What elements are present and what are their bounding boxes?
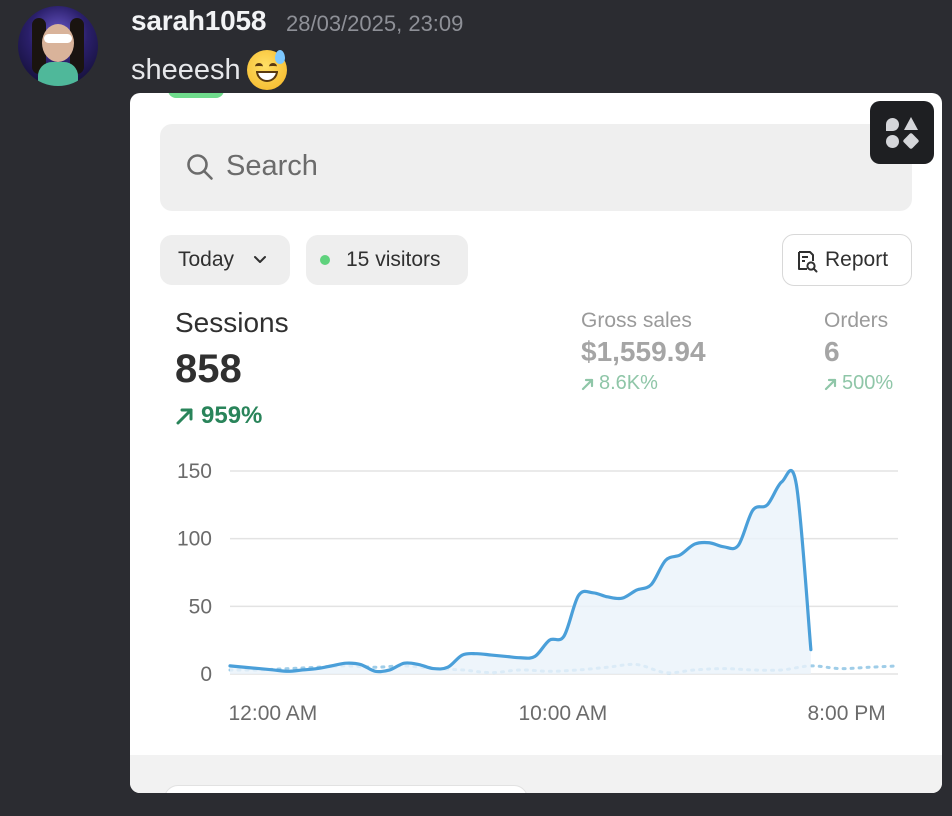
x-tick-label: 10:00 AM: [519, 702, 608, 725]
username[interactable]: sarah1058: [131, 5, 267, 36]
y-tick-label: 0: [200, 663, 212, 686]
sessions-change: 959%: [175, 402, 262, 430]
date-filter-label: Today: [178, 248, 235, 271]
arrow-up-right-icon: [824, 378, 837, 390]
orders-change-value: 500%: [842, 372, 894, 394]
y-tick-label: 100: [177, 528, 212, 551]
sessions-label: Sessions: [175, 307, 289, 338]
y-tick-label: 50: [189, 595, 212, 618]
search-icon: [187, 154, 213, 180]
arrow-up-right-icon: [176, 408, 193, 425]
sessions-series-line: [228, 468, 813, 674]
report-search-icon: [798, 251, 818, 273]
date-filter-dropdown[interactable]: Today: [160, 235, 290, 285]
search-input[interactable]: Search: [160, 124, 912, 211]
message-text-row: sheeesh: [131, 50, 287, 90]
live-dot-icon: [320, 255, 330, 265]
sessions-line-chart: 150 100 50 0 12:00 AM 10:00 AM 8:00 PM: [177, 460, 900, 725]
live-visitors-badge[interactable]: 15 visitors: [306, 235, 468, 285]
apps-icon[interactable]: [870, 101, 934, 164]
gross-sales-value: $1,559.94: [581, 336, 706, 367]
x-tick-label: 12:00 AM: [229, 702, 318, 725]
message-text: sheeesh: [131, 53, 241, 86]
x-tick-label: 8:00 PM: [808, 702, 886, 725]
search-placeholder: Search: [226, 150, 318, 182]
footer-button-peek: [164, 785, 528, 793]
orders-label: Orders: [824, 309, 889, 332]
orders-value: 6: [824, 336, 840, 367]
arrow-up-right-icon: [581, 378, 594, 390]
gross-sales-label: Gross sales: [581, 309, 692, 332]
gross-sales-change-value: 8.6K%: [599, 372, 658, 394]
sessions-change-value: 959%: [201, 402, 263, 429]
avatar[interactable]: [18, 6, 98, 86]
gross-sales-change: 8.6K%: [581, 372, 658, 395]
report-label: Report: [825, 248, 889, 271]
message-timestamp: 28/03/2025, 23:09: [286, 11, 464, 36]
visitors-label: 15 visitors: [346, 248, 441, 271]
sessions-series-area: [230, 470, 811, 674]
orders-change: 500%: [824, 372, 893, 395]
grinning-sweat-emoji-icon: [246, 50, 287, 90]
report-button[interactable]: Report: [782, 234, 912, 286]
sessions-value: 858: [175, 347, 242, 391]
green-badge-peek: [168, 93, 224, 98]
attachment-image[interactable]: Search Today 15 visitors Report Sessions…: [130, 93, 942, 793]
y-tick-label: 150: [177, 460, 212, 483]
chevron-down-icon: [254, 256, 266, 263]
